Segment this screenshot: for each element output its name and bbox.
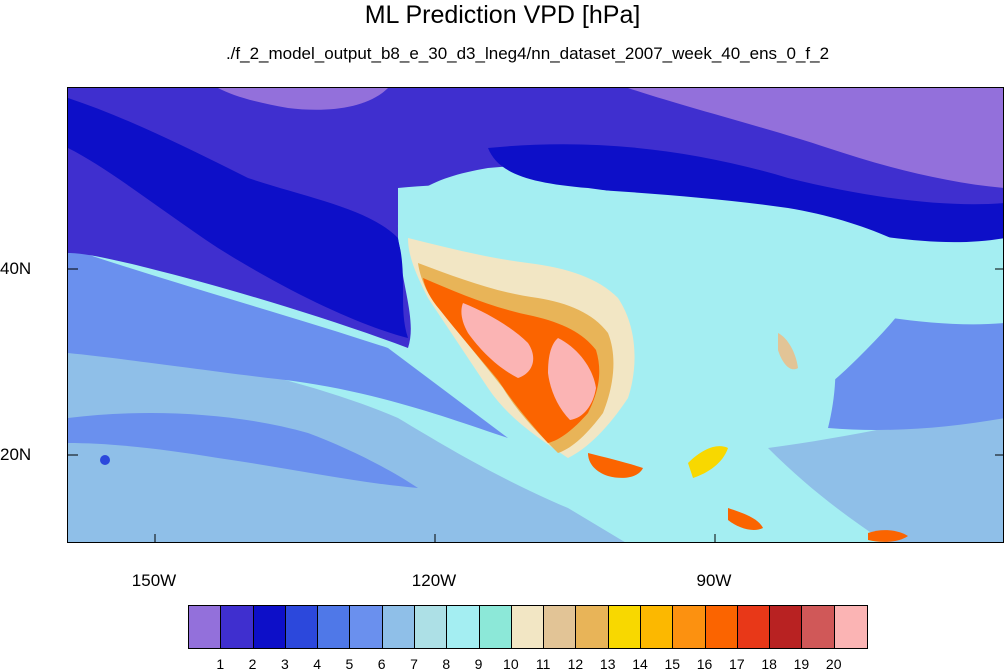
ocean-deep-south (68, 413, 418, 488)
colorbar-box (350, 606, 383, 648)
lon-label-90w: 90W (696, 571, 732, 590)
coastal-band (68, 98, 408, 338)
desert-hottest-west (461, 303, 534, 378)
ocean-mid-band (68, 338, 625, 542)
colorbar-label: 4 (313, 656, 322, 672)
colorbar-label: 16 (696, 656, 713, 672)
colorbar-box (221, 606, 254, 648)
florida-patch (778, 333, 798, 370)
colorbar (188, 605, 868, 649)
colorbar-label: 18 (761, 656, 777, 672)
colorbar-box (253, 606, 286, 648)
desert-hottest-east (548, 338, 596, 420)
colorbar-label: 20 (825, 656, 842, 672)
colorbar-label: 13 (599, 656, 616, 672)
colorbar-box (576, 606, 609, 648)
vpd-map (67, 87, 1004, 543)
colorbar-label: 11 (535, 656, 551, 672)
colorbar-box (382, 606, 415, 648)
colorbar-label: 17 (729, 656, 745, 672)
colorbar-box (447, 606, 480, 648)
vpd-map-canvas (68, 88, 1003, 542)
colorbar-label: 12 (567, 656, 584, 672)
colorbar-box (608, 606, 641, 648)
hawaii-island (100, 455, 110, 465)
colorbar-box (544, 606, 577, 648)
central-america-patch (728, 508, 763, 531)
colorbar-label: 6 (377, 656, 386, 672)
colorbar-box (479, 606, 512, 648)
colorbar-box (189, 606, 222, 648)
map-subtitle: ./f_2_model_output_b8_e_30_d3_lneg4/nn_d… (225, 44, 830, 63)
caribbean-patch (868, 530, 908, 542)
lat-label-20n: 20N (0, 445, 32, 464)
colorbar-box (640, 606, 674, 648)
colorbar-box (737, 606, 771, 648)
colorbar-label: 15 (664, 656, 681, 672)
mexico-coast (588, 453, 643, 478)
colorbar-box (318, 606, 351, 648)
lon-label-120w: 120W (411, 571, 457, 590)
lon-label-150w: 150W (131, 571, 177, 590)
alaska-region (218, 88, 388, 110)
colorbar-label: 9 (474, 656, 483, 672)
colorbar-box (511, 606, 545, 648)
lat-label-40n: 40N (0, 259, 32, 278)
gulf-patch (688, 446, 728, 478)
colorbar-label: 2 (248, 656, 257, 672)
colorbar-box (285, 606, 319, 648)
colorbar-label: 1 (216, 656, 225, 672)
ocean-band-east (768, 408, 1003, 542)
colorbar-label: 7 (410, 656, 418, 672)
us-land (398, 184, 928, 443)
colorbar-box (673, 606, 706, 648)
ocean-deep-band (68, 248, 508, 438)
canada-band (488, 144, 1003, 243)
colorbar-box (770, 606, 803, 648)
colorbar-label: 5 (345, 656, 354, 672)
colorbar-box (414, 606, 448, 648)
colorbar-label: 10 (503, 656, 519, 672)
colorbar-box (834, 606, 867, 648)
colorbar-box (802, 606, 835, 648)
colorbar-label: 14 (632, 656, 648, 672)
map-title: ML Prediction VPD [hPa] (364, 1, 641, 29)
arctic-region (628, 88, 1003, 188)
colorbar-label: 3 (280, 656, 289, 672)
map-ticks (68, 268, 1003, 542)
colorbar-label: 19 (793, 656, 810, 672)
colorbar-label: 8 (442, 656, 451, 672)
colorbar-box (705, 606, 738, 648)
